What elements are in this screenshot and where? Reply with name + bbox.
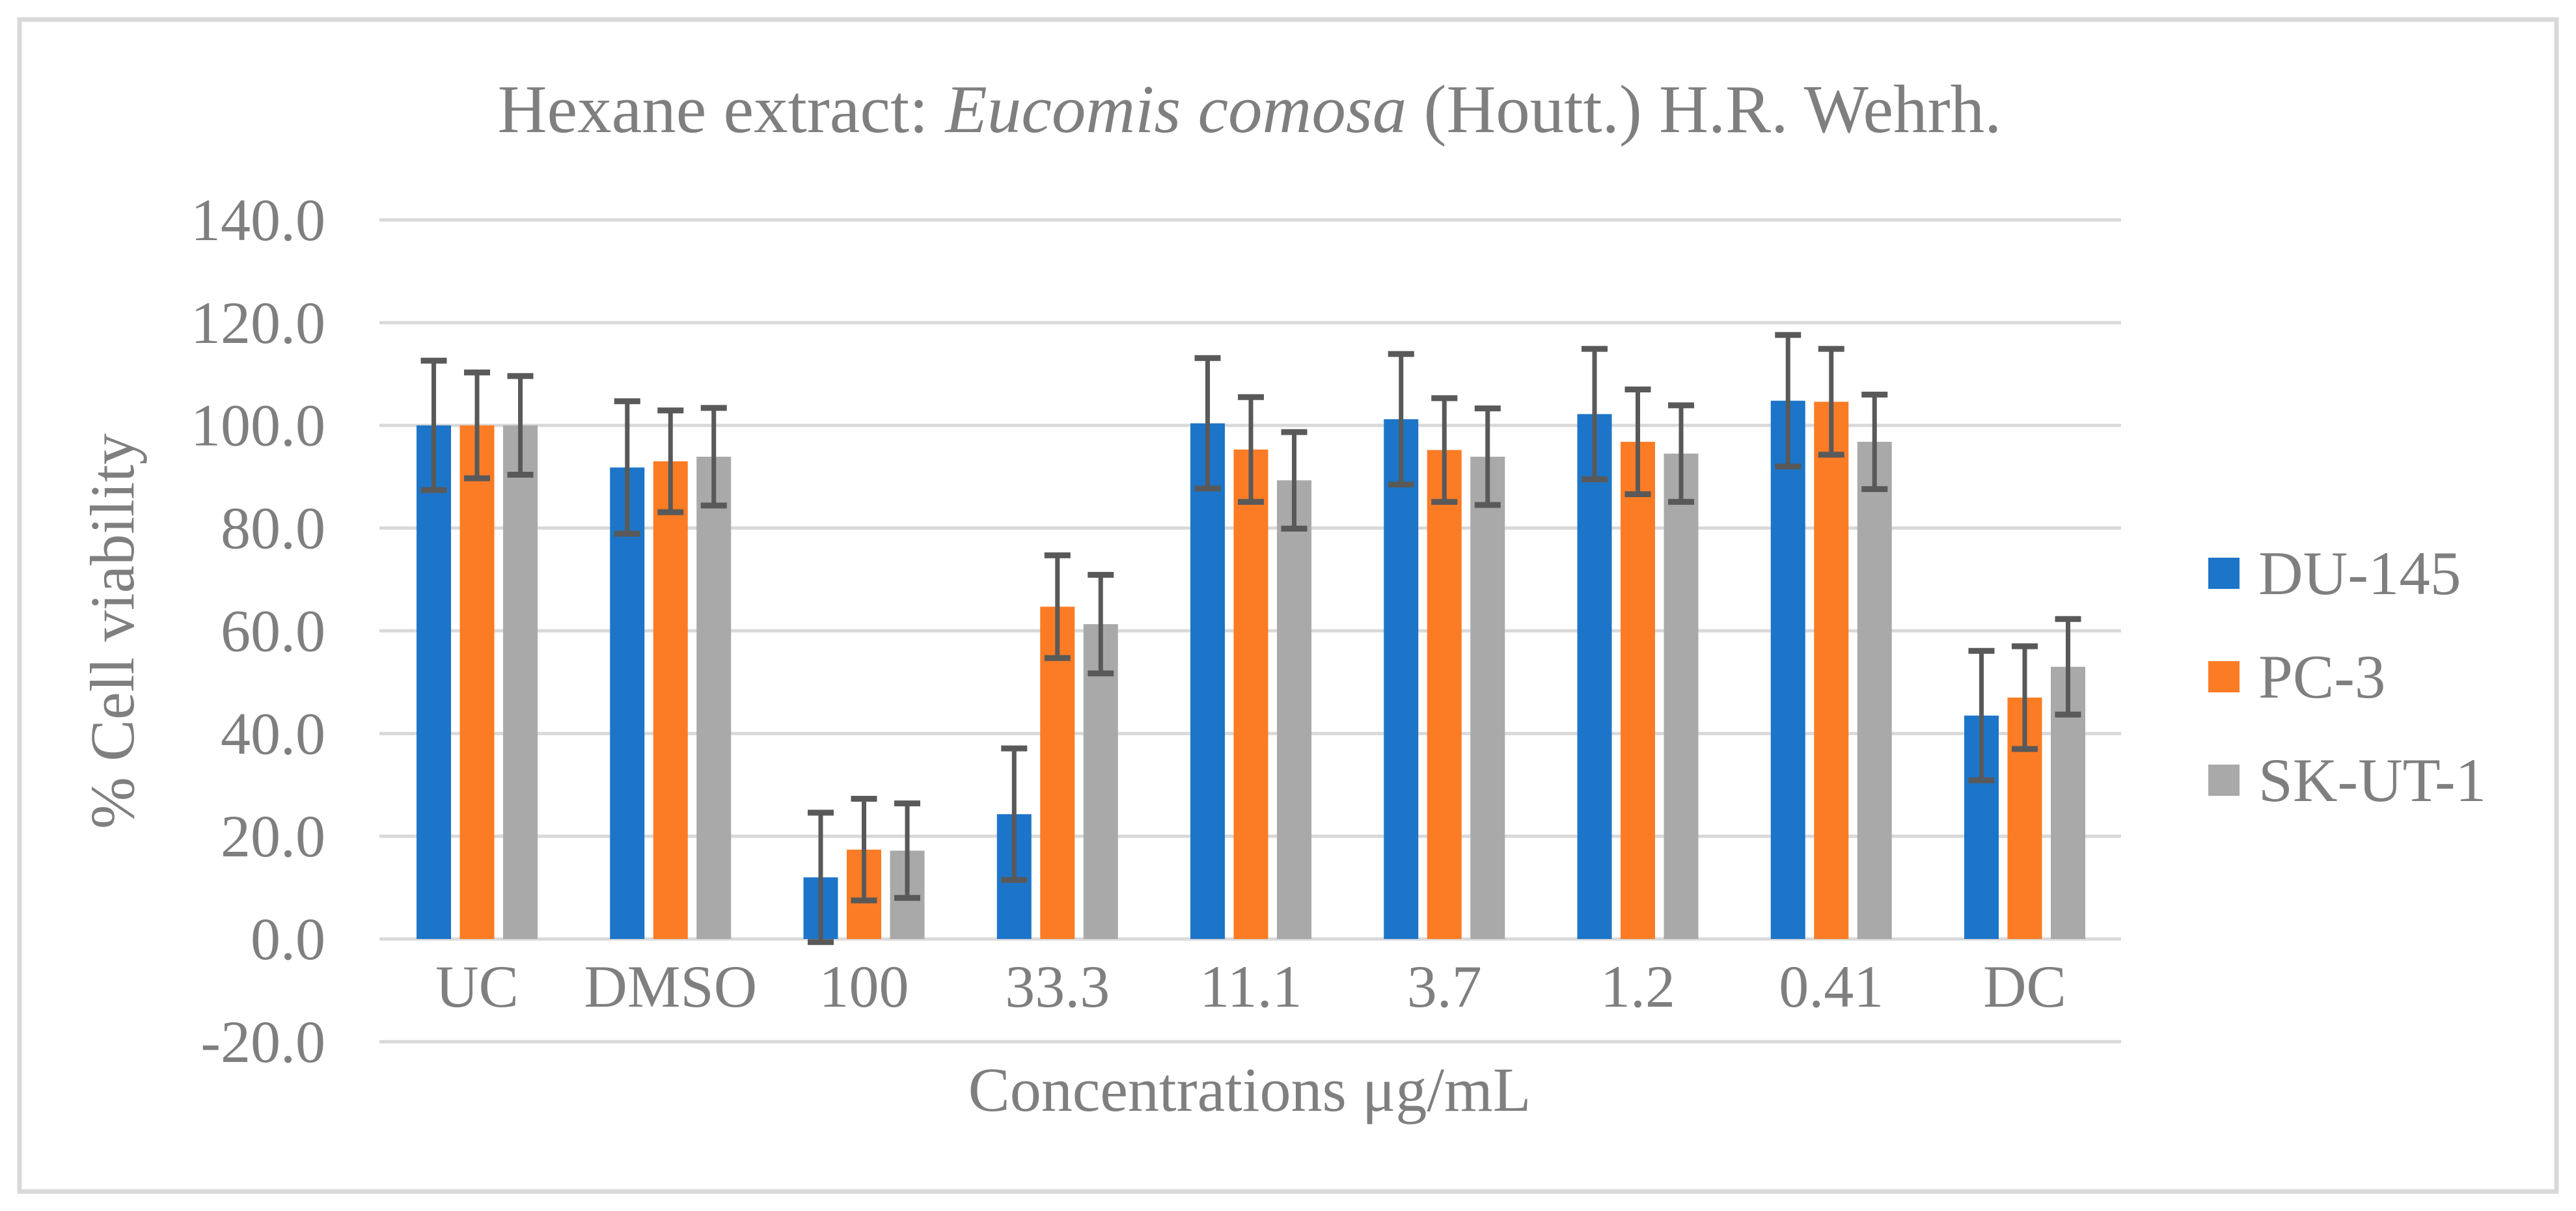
bar-PC-3-0.41: [1814, 401, 1849, 939]
x-tick-label-0.41: 0.41: [1779, 953, 1884, 1020]
error-bar-SK-UT-1-1.2: [1668, 402, 1694, 505]
chart-title-species: Eucomis comosa: [944, 71, 1407, 147]
bar-DU-145-11.1: [1190, 423, 1225, 939]
error-bar-DU-145-DMSO: [614, 398, 640, 537]
chart-border: [17, 17, 2559, 1194]
error-bar-SK-UT-1-UC: [507, 373, 534, 478]
y-tick-label-100: 100.0: [191, 392, 325, 459]
bar-PC-3-33.3: [1040, 606, 1075, 939]
y-axis-title: % Cell viability: [77, 433, 147, 829]
error-bar-SK-UT-1-100: [894, 800, 920, 901]
bar-DU-145-DMSO: [610, 467, 645, 939]
y-tick-label-120: 120.0: [191, 290, 325, 356]
error-bar-SK-UT-1-0.41: [1861, 391, 1888, 493]
y-tick-label-0: 0.0: [251, 906, 325, 972]
bar-PC-3-1.2: [1621, 441, 1655, 939]
legend-entry-PC-3: PC-3: [2208, 642, 2385, 711]
bar-SK-UT-1-DMSO: [696, 456, 732, 939]
error-bar-DU-145-3.7: [1388, 351, 1414, 487]
error-bar-DU-145-0.41: [1775, 332, 1802, 470]
chart-title: Hexane extract: Eucomis comosa (Houtt.) …: [498, 71, 2002, 147]
chart-title-suffix: (Houtt.) H.R. Wehrh.: [1406, 71, 2001, 147]
error-bar-PC-3-3.7: [1431, 395, 1458, 505]
bar-SK-UT-1-UC: [503, 425, 538, 939]
error-bar-PC-3-0.41: [1818, 346, 1844, 458]
y-tick-label--20: -20.0: [200, 1009, 325, 1075]
y-tick-label-40: 40.0: [221, 700, 325, 767]
error-bar-SK-UT-1-3.7: [1474, 405, 1501, 508]
bar-DU-145-1.2: [1577, 414, 1612, 939]
legend: DU-145 PC-3 SK-UT-1: [2208, 539, 2486, 815]
x-tick-label-UC: UC: [435, 953, 519, 1020]
legend-entry-DU-145: DU-145: [2208, 539, 2461, 608]
error-bar-PC-3-UC: [464, 369, 490, 482]
y-axis-tick-labels: 140.0 120.0 100.0 80.0 60.0 40.0 20.0 0.0 -20.0: [191, 187, 325, 1075]
error-bar-SK-UT-1-DMSO: [700, 405, 727, 509]
error-bar-DU-145-11.1: [1194, 355, 1221, 492]
y-tick-label-80: 80.0: [221, 495, 325, 562]
bar-SK-UT-1-1.2: [1664, 454, 1699, 939]
x-tick-label-DC: DC: [1983, 953, 2066, 1020]
bar-SK-UT-1-3.7: [1470, 456, 1505, 939]
bar-SK-UT-1-11.1: [1277, 480, 1311, 939]
legend-entry-SK-UT-1: SK-UT-1: [2208, 746, 2486, 815]
bar-PC-3-DMSO: [653, 461, 688, 939]
bar-DU-145-3.7: [1384, 419, 1419, 939]
error-bar-DU-145-100: [808, 810, 834, 946]
bar-PC-3-UC: [459, 425, 495, 939]
bar-SK-UT-1-33.3: [1083, 624, 1118, 939]
bar-PC-3-3.7: [1427, 450, 1462, 939]
x-tick-label-33.3: 33.3: [1005, 953, 1110, 1020]
x-axis-title: Concentrations μg/mL: [968, 1055, 1531, 1124]
y-tick-label-20: 20.0: [221, 803, 325, 869]
x-tick-label-3.7: 3.7: [1407, 953, 1482, 1020]
legend-swatch-DU-145: [2208, 558, 2240, 589]
error-bar-PC-3-DMSO: [657, 407, 684, 515]
x-tick-label-11.1: 11.1: [1199, 953, 1302, 1020]
x-tick-label-1.2: 1.2: [1600, 953, 1675, 1020]
legend-label-SK-UT-1: SK-UT-1: [2258, 746, 2486, 815]
error-bar-SK-UT-1-11.1: [1281, 429, 1308, 532]
error-bar-SK-UT-1-DC: [2055, 616, 2081, 718]
error-bars: [420, 332, 2081, 946]
error-bar-PC-3-100: [851, 796, 877, 904]
error-bar-PC-3-1.2: [1624, 386, 1651, 497]
bar-series: [417, 400, 2085, 939]
legend-swatch-SK-UT-1: [2208, 765, 2240, 796]
y-tick-label-140: 140.0: [191, 187, 325, 253]
y-tick-label-60: 60.0: [221, 597, 325, 664]
legend-label-PC-3: PC-3: [2258, 642, 2385, 711]
error-bar-DU-145-33.3: [1001, 745, 1028, 883]
x-tick-label-100: 100: [819, 953, 909, 1020]
chart-title-prefix: Hexane extract:: [498, 71, 946, 147]
bar-SK-UT-1-0.41: [1857, 441, 1892, 939]
bar-DU-145-0.41: [1770, 400, 1805, 939]
error-bar-DU-145-UC: [420, 357, 447, 493]
legend-label-DU-145: DU-145: [2258, 539, 2461, 608]
error-bar-PC-3-11.1: [1238, 394, 1264, 505]
x-tick-label-DMSO: DMSO: [584, 953, 757, 1020]
legend-swatch-PC-3: [2208, 661, 2240, 692]
bar-PC-3-11.1: [1233, 449, 1268, 939]
bar-DU-145-UC: [417, 425, 451, 939]
error-bar-SK-UT-1-33.3: [1088, 571, 1114, 677]
error-bar-DU-145-DC: [1968, 647, 1995, 783]
error-bar-PC-3-DC: [2012, 643, 2038, 752]
x-axis-tick-labels: UC DMSO 100 33.3 11.1 3.7 1.2 0.41 DC: [435, 953, 2066, 1020]
error-bar-DU-145-1.2: [1582, 346, 1608, 483]
error-bar-PC-3-33.3: [1044, 552, 1071, 661]
